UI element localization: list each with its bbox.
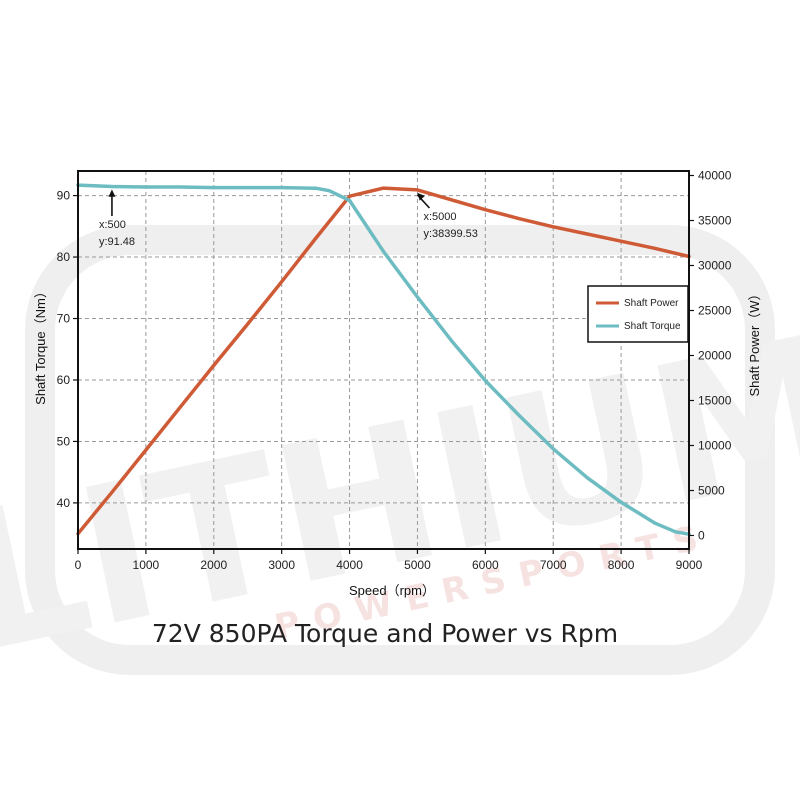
legend: Shaft Power Shaft Torque (587, 285, 689, 343)
annotation-label: y:38399.53 (423, 228, 477, 240)
right-y-axis-label: Shaft Power（W） (747, 287, 762, 396)
right-y-tick-label: 20000 (698, 349, 732, 363)
legend-box (587, 285, 689, 343)
right-y-tick-label: 15000 (698, 394, 732, 408)
x-tick-label: 4000 (336, 558, 363, 572)
x-tick-label: 1000 (133, 558, 160, 572)
x-tick-label: 7000 (540, 558, 567, 572)
left-y-tick-label: 50 (57, 434, 71, 448)
right-y-axis-ticks: 0 5000 10000 15000 20000 25000 30000 35000 40000 (689, 169, 732, 543)
annotations: x:500 y:91.48 x:5000 y:38399.53 (99, 189, 478, 248)
annotation-arrow-head (417, 192, 425, 201)
legend-label-shaft-power: Shaft Power (624, 298, 679, 309)
x-tick-label: 5000 (404, 558, 431, 572)
x-tick-label: 9000 (676, 558, 703, 572)
right-y-tick-label: 5000 (698, 484, 725, 498)
annotation-label: x:500 (99, 219, 126, 231)
left-y-axis-ticks: 40 50 60 70 80 90 (57, 189, 78, 510)
right-y-tick-label: 10000 (698, 439, 732, 453)
x-tick-label: 2000 (200, 558, 227, 572)
annotation-arrow-head (108, 189, 116, 197)
series-line-shaft-power (76, 186, 691, 536)
right-y-tick-label: 30000 (698, 259, 732, 273)
annotation-label: y:91.48 (99, 236, 135, 248)
chart-caption: 72V 850PA Torque and Power vs Rpm (152, 619, 618, 648)
x-axis-ticks: 0 1000 2000 3000 4000 5000 6000 7000 8000 9000 (75, 549, 703, 572)
x-tick-label: 0 (75, 558, 82, 572)
x-axis-label: Speed（rpm） (349, 583, 435, 598)
annotation-label: x:5000 (423, 211, 456, 223)
left-y-tick-label: 60 (57, 373, 71, 387)
right-y-tick-label: 40000 (698, 169, 732, 183)
right-y-tick-label: 25000 (698, 304, 732, 318)
left-y-tick-label: 70 (57, 312, 71, 326)
left-y-tick-label: 80 (57, 250, 71, 264)
left-y-axis-label: Shaft Torque（Nm） (33, 285, 48, 405)
grid-lines (78, 171, 689, 549)
plot-frame (77, 170, 690, 550)
left-y-tick-label: 40 (57, 496, 71, 510)
series-layer (76, 183, 691, 536)
x-tick-label: 6000 (472, 558, 499, 572)
right-y-tick-label: 35000 (698, 214, 732, 228)
right-y-tick-label: 0 (698, 529, 705, 543)
left-y-tick-label: 90 (57, 189, 71, 203)
legend-label-shaft-torque: Shaft Torque (624, 321, 681, 332)
x-tick-label: 8000 (608, 558, 635, 572)
x-tick-label: 3000 (268, 558, 295, 572)
series-line-shaft-torque (76, 183, 691, 536)
